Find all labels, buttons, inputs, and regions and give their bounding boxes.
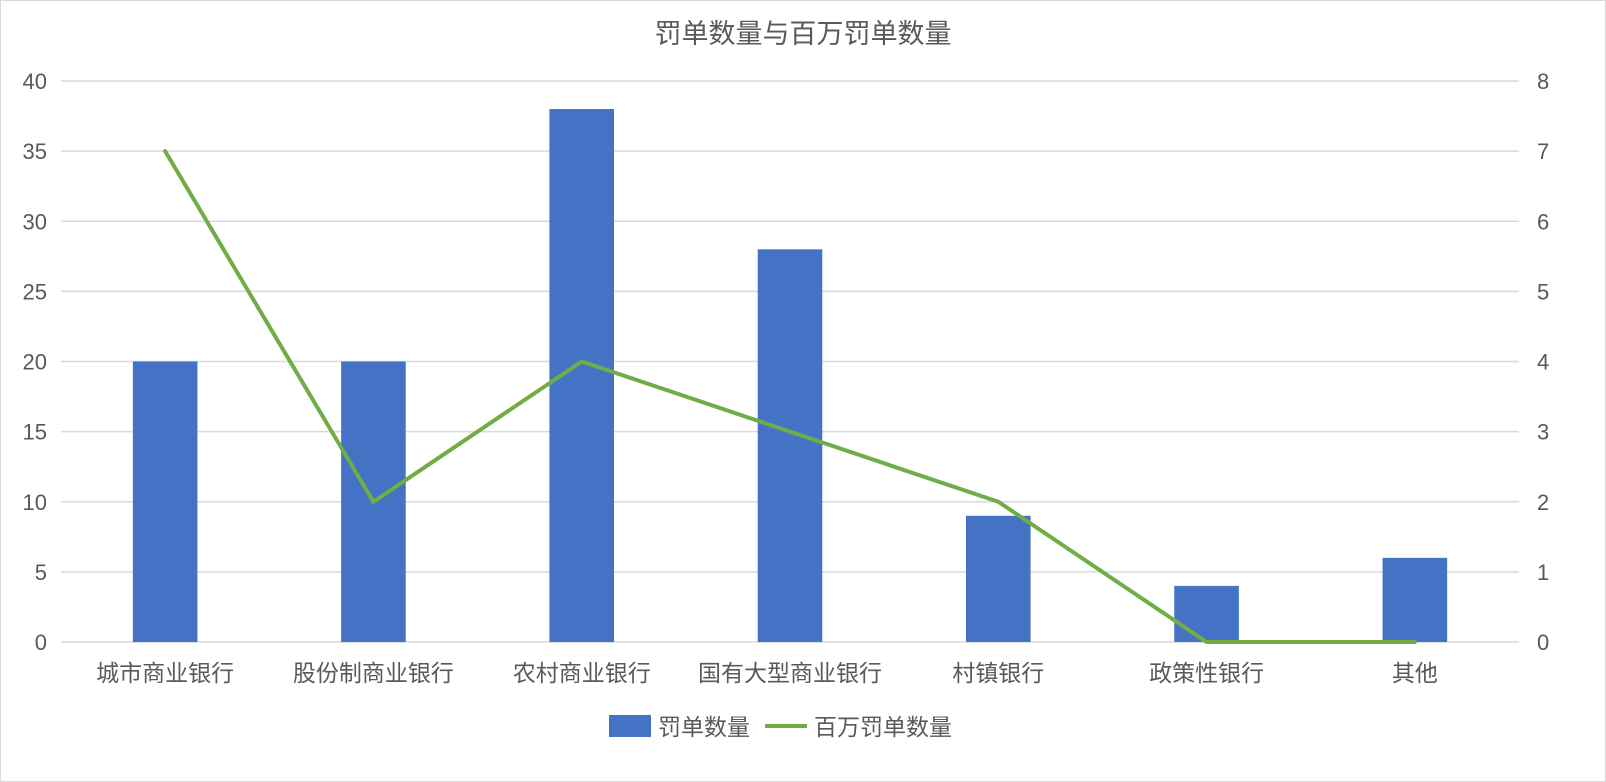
legend-bar-label: 罚单数量: [658, 715, 750, 741]
bar: [966, 515, 1031, 642]
bar-series: [132, 109, 1448, 643]
category-label: 国有大型商业银行: [698, 661, 882, 687]
bar: [1382, 557, 1448, 642]
right-tick-label: 4: [1537, 350, 1549, 375]
category-label: 城市商业银行: [96, 661, 234, 687]
chart-title: 罚单数量与百万罚单数量: [655, 19, 952, 50]
category-labels: 城市商业银行 股份制商业银行 农村商业银行 国有大型商业银行 村镇银行 政策性银行 其他: [96, 661, 1438, 687]
right-tick-label: 7: [1537, 139, 1549, 164]
right-tick-label: 8: [1537, 69, 1549, 94]
left-axis-ticks: 0 5 10 15 20 25 30 35 40: [23, 69, 47, 655]
right-tick-label: 3: [1537, 420, 1549, 445]
category-label: 政策性银行: [1149, 661, 1264, 687]
bar: [757, 249, 823, 643]
category-label: 村镇银行: [952, 661, 1044, 687]
legend: 罚单数量 百万罚单数量: [609, 715, 952, 741]
left-tick-label: 30: [23, 209, 47, 234]
left-tick-label: 0: [35, 630, 47, 655]
right-axis-ticks: 0 1 2 3 4 5 6 7 8: [1537, 69, 1549, 655]
right-tick-label: 5: [1537, 279, 1549, 304]
line-series: [163, 149, 1417, 644]
bar: [132, 361, 198, 642]
legend-line-label: 百万罚单数量: [814, 715, 952, 741]
right-tick-label: 2: [1537, 490, 1549, 515]
category-label: 其他: [1392, 661, 1438, 687]
left-tick-label: 40: [23, 69, 47, 94]
left-tick-label: 35: [23, 139, 47, 164]
left-tick-label: 25: [23, 279, 47, 304]
left-tick-label: 5: [35, 560, 47, 585]
bar: [1174, 585, 1239, 642]
right-tick-label: 0: [1537, 630, 1549, 655]
left-tick-label: 10: [23, 490, 47, 515]
right-tick-label: 6: [1537, 209, 1549, 234]
category-label: 农村商业银行: [513, 661, 651, 687]
left-tick-label: 20: [23, 350, 47, 375]
category-label: 股份制商业银行: [293, 661, 454, 687]
right-tick-label: 1: [1537, 560, 1549, 585]
left-tick-label: 15: [23, 420, 47, 445]
legend-bar-swatch: [609, 715, 651, 737]
